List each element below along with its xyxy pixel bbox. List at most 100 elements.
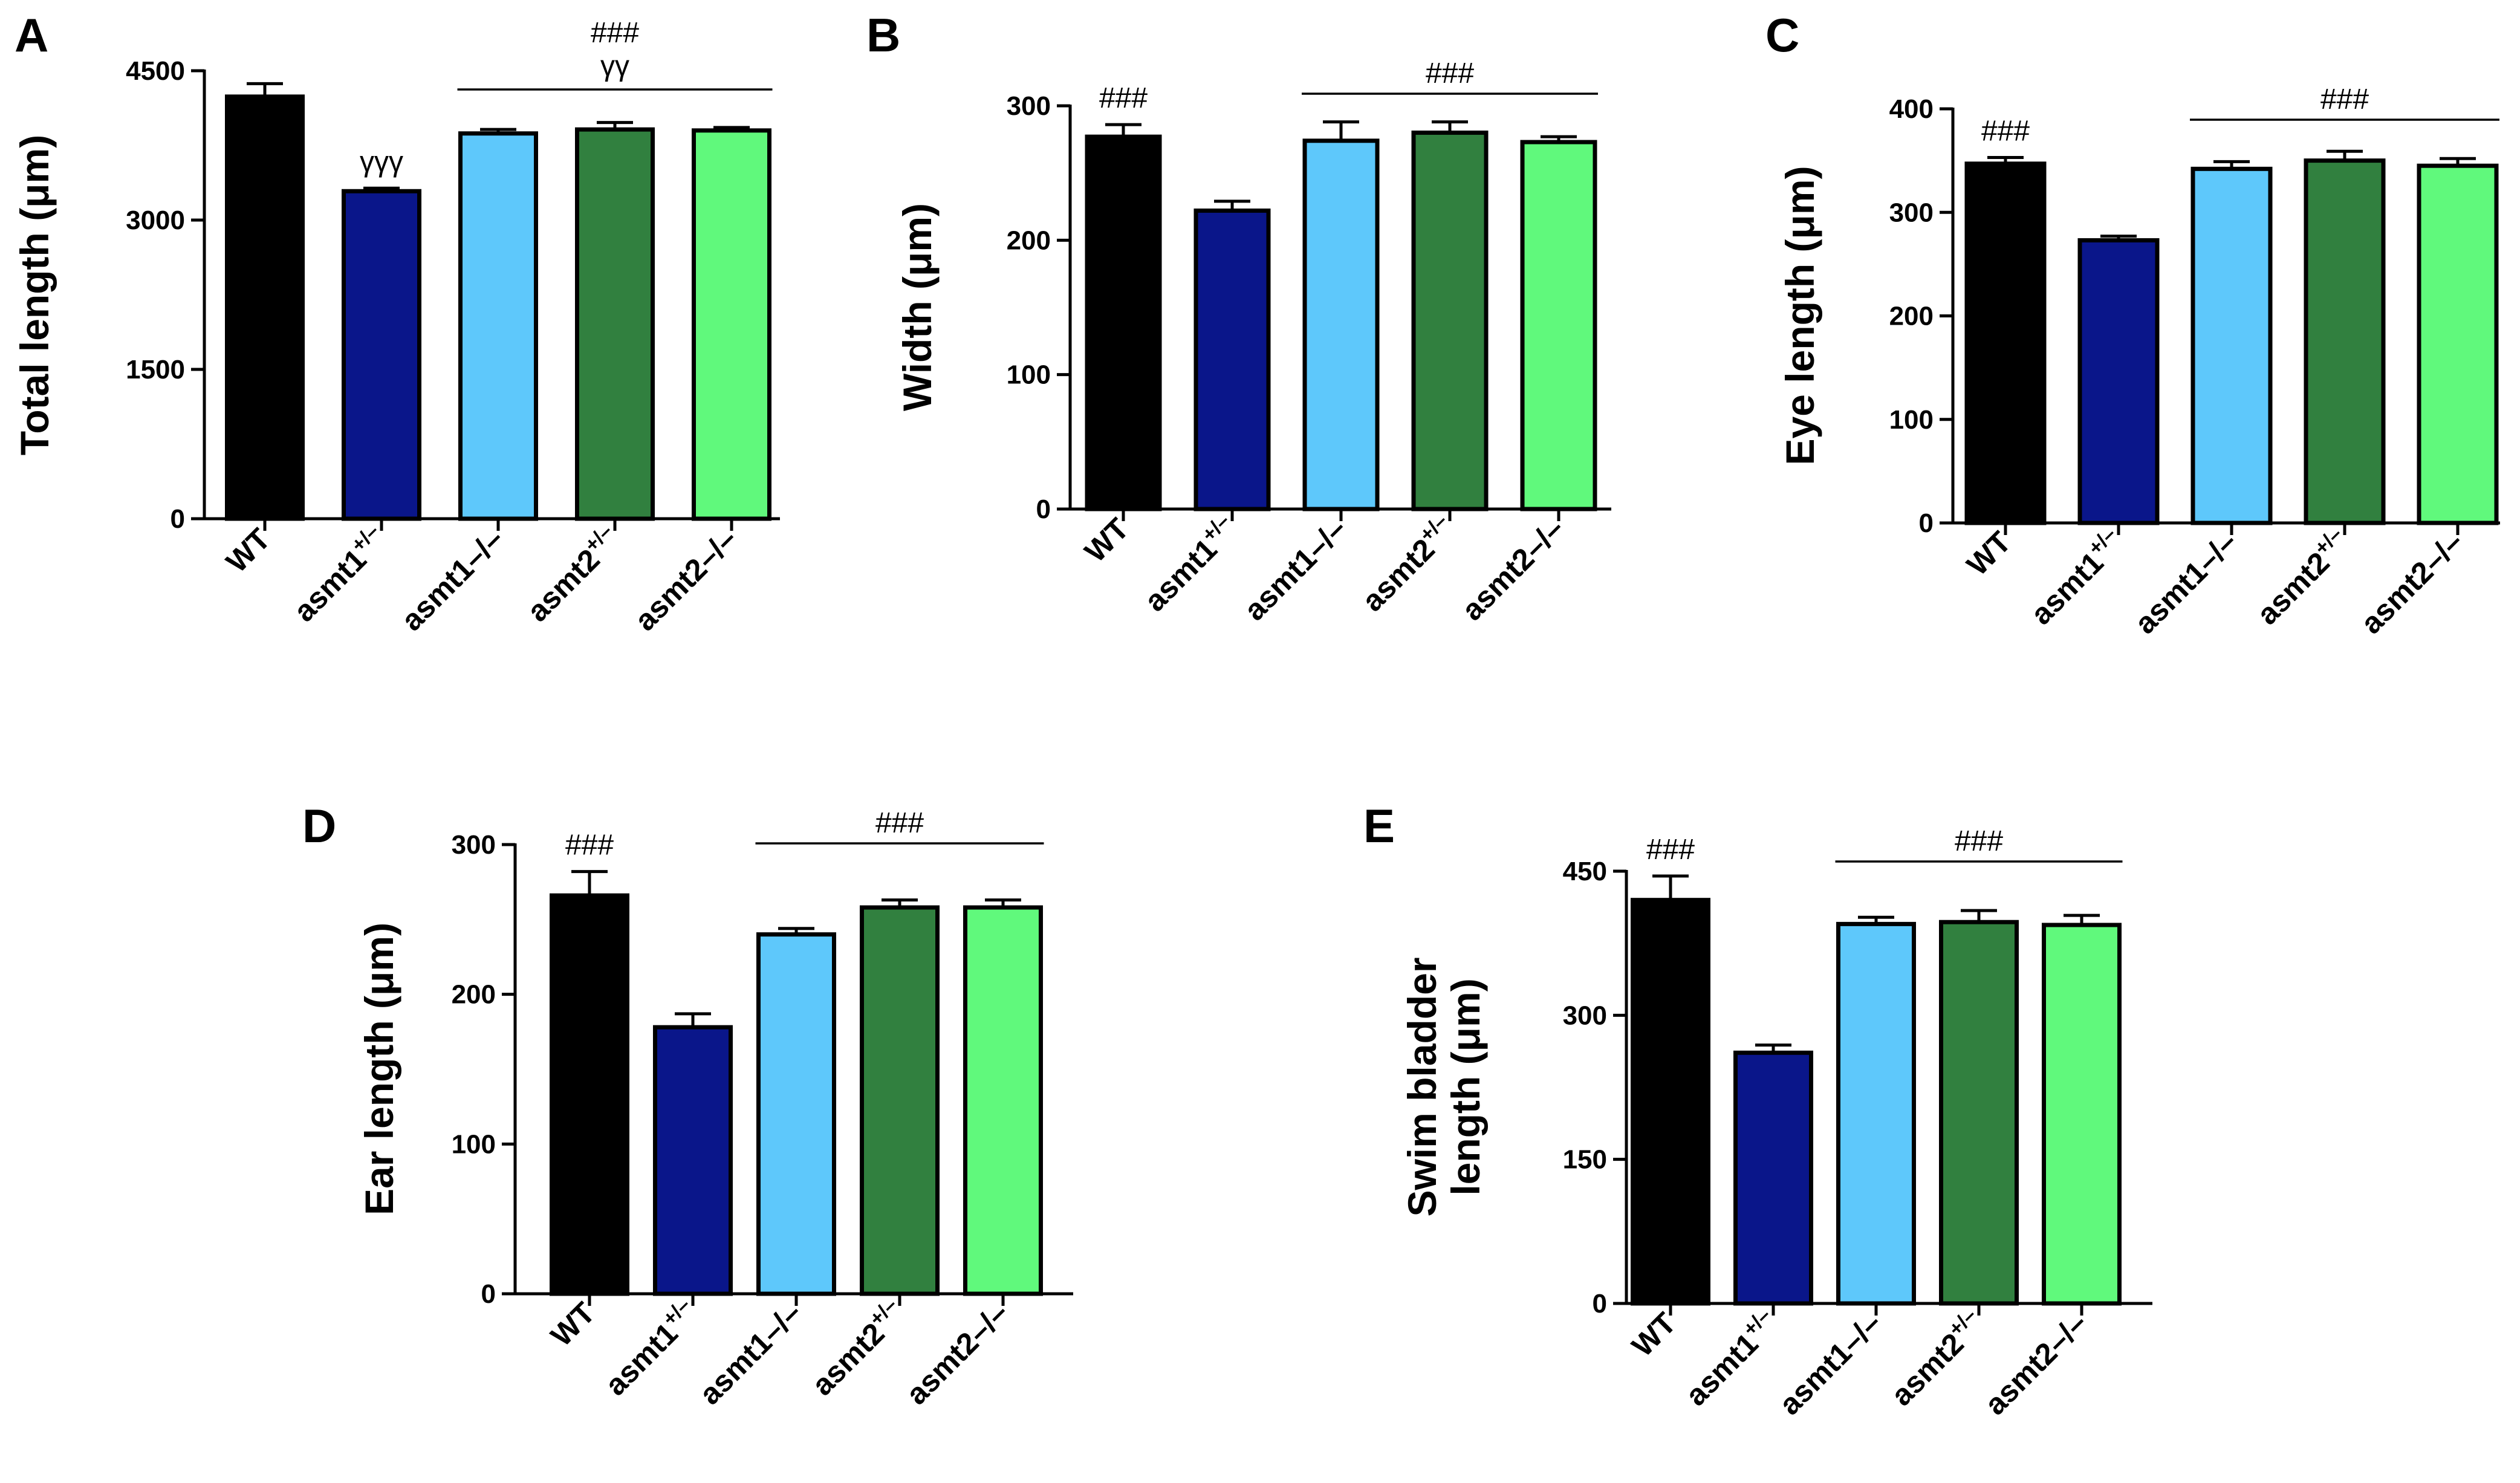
- bar-asmt1: [342, 189, 421, 521]
- x-tick-label-base: asmt1: [287, 542, 373, 628]
- panel-letter: B: [866, 8, 900, 62]
- significance-hash-label: ###: [1099, 82, 1148, 114]
- y-axis-label-line: Swim bladder: [1400, 957, 1444, 1216]
- x-tick-label: asmt2–/–: [900, 1296, 1015, 1411]
- x-tick-label-base: asmt2–/–: [2354, 525, 2470, 640]
- bar-asmt2: [2417, 163, 2499, 525]
- bar-asmt2: [1939, 920, 2019, 1306]
- bar-wt: [225, 94, 305, 521]
- x-tick-label-base: asmt1: [2024, 545, 2110, 631]
- y-tick-label: 200: [452, 980, 496, 1010]
- bar-asmt2: [1411, 130, 1489, 511]
- x-tick-label-base: asmt2: [1885, 1326, 1970, 1412]
- y-axis-label: Width (μm): [895, 203, 940, 411]
- x-tick-label: asmt2–/–: [2354, 525, 2470, 640]
- y-tick-label: 0: [170, 504, 185, 534]
- bar-wt: [1085, 134, 1162, 511]
- x-tick-label: asmt1+/–: [596, 1294, 704, 1402]
- y-tick-label: 150: [1563, 1145, 1607, 1175]
- x-tick-label: WT: [1078, 511, 1135, 569]
- x-tick-label-base: asmt2: [1356, 532, 1441, 618]
- x-tick-label: asmt2–/–: [1455, 511, 1571, 627]
- x-tick-label: asmt1+/–: [285, 520, 393, 628]
- x-tick-label: asmt1+/–: [1677, 1304, 1785, 1412]
- y-tick-label: 400: [1889, 94, 1934, 124]
- bar-asmt2: [692, 128, 771, 521]
- panel-a: A Total length (μm) 0 1500 3000 4500 WT asmt1+/…: [12, 8, 780, 637]
- x-tick-label: asmt2+/–: [2248, 523, 2356, 631]
- significance-hash-label: ###: [875, 807, 924, 839]
- x-tick-label: asmt2+/–: [518, 520, 626, 628]
- x-tick-label-base: asmt1–/–: [2128, 525, 2244, 640]
- y-tick-label: 4500: [126, 56, 185, 86]
- x-tick-label: asmt1–/–: [693, 1296, 808, 1411]
- bar-wt: [550, 893, 629, 1296]
- x-tick-label-base: WT: [544, 1296, 602, 1353]
- x-tick-label: asmt1+/–: [2022, 523, 2130, 631]
- y-tick-label: 0: [1036, 495, 1051, 524]
- panel-letter: A: [15, 8, 48, 62]
- panel-letter: E: [1363, 799, 1395, 852]
- x-tick-label-base: asmt1–/–: [1773, 1306, 1888, 1421]
- x-tick-label: WT: [1625, 1306, 1683, 1363]
- bar-asmt1: [458, 131, 538, 521]
- x-tick-label: asmt1–/–: [1238, 511, 1353, 627]
- x-tick-label-base: asmt2: [521, 542, 606, 628]
- y-axis-label: Eye length (μm): [1778, 166, 1822, 465]
- x-tick-label: asmt2–/–: [628, 522, 744, 637]
- bar-asmt1: [1193, 208, 1271, 511]
- x-tick-label-base: asmt1: [599, 1316, 684, 1402]
- y-axis-label: Ear length (μm): [357, 923, 401, 1215]
- y-tick-label: 300: [1889, 198, 1934, 227]
- y-tick-label: 200: [1007, 226, 1051, 255]
- bar-asmt1: [1302, 138, 1380, 511]
- x-tick-label-base: asmt2–/–: [1455, 511, 1571, 627]
- y-tick-label: 300: [452, 830, 496, 860]
- x-tick-label-base: asmt1–/–: [395, 522, 510, 637]
- bar-asmt1: [756, 932, 836, 1296]
- x-tick-label-base: asmt1: [1138, 532, 1224, 618]
- x-tick-label-base: asmt2: [805, 1316, 891, 1402]
- significance-hash-label: ###: [565, 829, 614, 862]
- y-tick-label: 0: [481, 1279, 496, 1309]
- x-tick-label: asmt2+/–: [803, 1294, 911, 1402]
- x-tick-label-base: WT: [1960, 525, 2018, 582]
- x-tick-label-base: WT: [219, 522, 277, 579]
- bar-asmt1: [2077, 238, 2160, 525]
- significance-hash-label: ###: [1981, 115, 2030, 147]
- y-tick-label: 100: [1007, 360, 1051, 390]
- x-tick-label-base: asmt2: [2250, 545, 2336, 631]
- bar-asmt2: [860, 905, 940, 1296]
- x-tick-label-base: asmt1–/–: [693, 1296, 808, 1411]
- significance-hash-label: ###: [591, 17, 639, 49]
- x-tick-label: WT: [219, 522, 277, 579]
- y-tick-label: 0: [1919, 508, 1934, 538]
- bar-asmt2: [575, 127, 655, 521]
- y-axis-label: Total length (μm): [12, 135, 57, 455]
- x-tick-label: asmt2+/–: [1353, 510, 1461, 618]
- significance-hash-label: ###: [1646, 834, 1695, 866]
- panel-letter: C: [1765, 8, 1799, 62]
- y-tick-label: 450: [1563, 857, 1607, 886]
- significance-gamma-label: γγ: [600, 50, 629, 82]
- x-tick-label: WT: [544, 1296, 602, 1353]
- bar-wt: [1964, 161, 2047, 525]
- x-tick-label: asmt1–/–: [2128, 525, 2244, 640]
- bar-asmt1: [653, 1025, 733, 1296]
- bar-asmt2: [2304, 158, 2386, 525]
- x-tick-label-base: WT: [1078, 511, 1135, 569]
- panel-letter: D: [302, 799, 336, 852]
- bar-asmt1: [2190, 166, 2273, 525]
- x-tick-label-base: asmt2–/–: [900, 1296, 1015, 1411]
- x-tick-label: asmt1–/–: [395, 522, 510, 637]
- bar-asmt1: [1733, 1050, 1813, 1306]
- y-tick-label: 300: [1007, 91, 1051, 121]
- y-tick-label: 1500: [126, 355, 185, 385]
- x-tick-label: asmt1+/–: [1135, 510, 1244, 618]
- x-tick-label-base: WT: [1625, 1306, 1683, 1363]
- x-tick-label-base: asmt2–/–: [1978, 1306, 2094, 1421]
- significance-gamma-label: γγγ: [360, 146, 403, 178]
